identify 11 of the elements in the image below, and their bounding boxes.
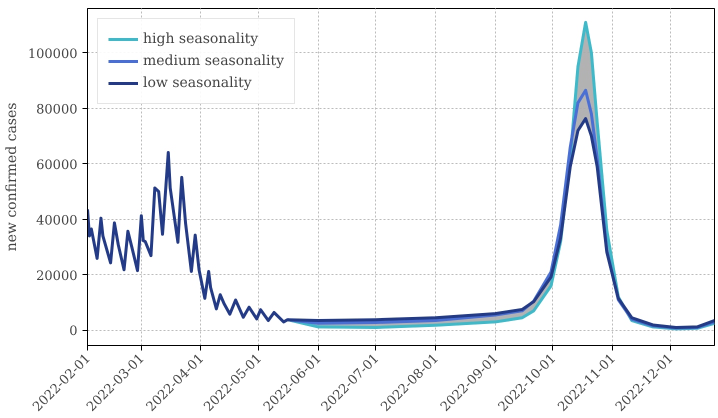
y-tick-label: 40000 [36, 213, 78, 228]
legend-label: high seasonality [143, 31, 258, 47]
y-tick-label: 60000 [36, 158, 78, 173]
line-series [88, 117, 714, 329]
y-tick-label: 0 [69, 324, 78, 340]
y-tick-label: 100000 [28, 46, 78, 62]
legend-label: low seasonality [143, 75, 252, 91]
y-tick-label: 20000 [36, 268, 78, 284]
legend-label: medium seasonality [143, 53, 284, 69]
y-axis-title: new confirmed cases [4, 102, 20, 252]
y-tick-label: 80000 [36, 102, 78, 118]
